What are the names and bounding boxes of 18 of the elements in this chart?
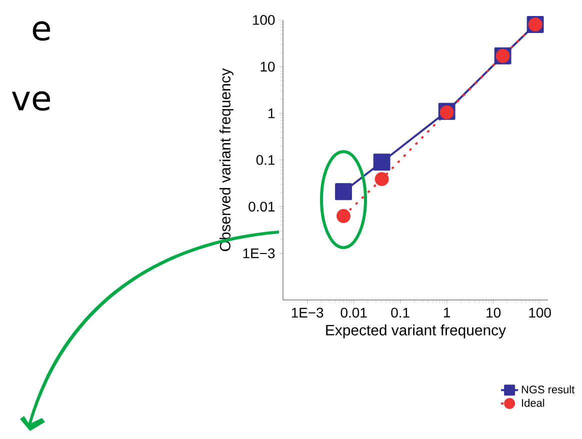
x-tick-label: 10 bbox=[486, 308, 501, 318]
y-tick-label: 0.1 bbox=[256, 155, 275, 165]
y-tick-label: 0.01 bbox=[248, 202, 275, 212]
y-tick-label: 1E−3 bbox=[243, 248, 275, 258]
legend-label: NGS result bbox=[522, 385, 575, 394]
y-axis-title: Observed variant frequency bbox=[220, 68, 234, 252]
x-tick-label: 0.01 bbox=[340, 308, 367, 318]
x-axis-title: Expected variant frequency bbox=[326, 324, 506, 338]
text: ve bbox=[12, 91, 50, 111]
x-tick-label: 1E−3 bbox=[292, 308, 324, 318]
x-tick-label: 100 bbox=[529, 308, 551, 318]
y-tick-label: 10 bbox=[260, 62, 275, 72]
y-tick-label: 1 bbox=[268, 108, 275, 118]
x-tick-label: 1 bbox=[444, 308, 450, 318]
legend-label: Ideal bbox=[522, 398, 544, 407]
x-tick-label: 0.1 bbox=[391, 308, 410, 318]
y-tick-label: 100 bbox=[253, 15, 275, 25]
text: e bbox=[32, 21, 50, 41]
